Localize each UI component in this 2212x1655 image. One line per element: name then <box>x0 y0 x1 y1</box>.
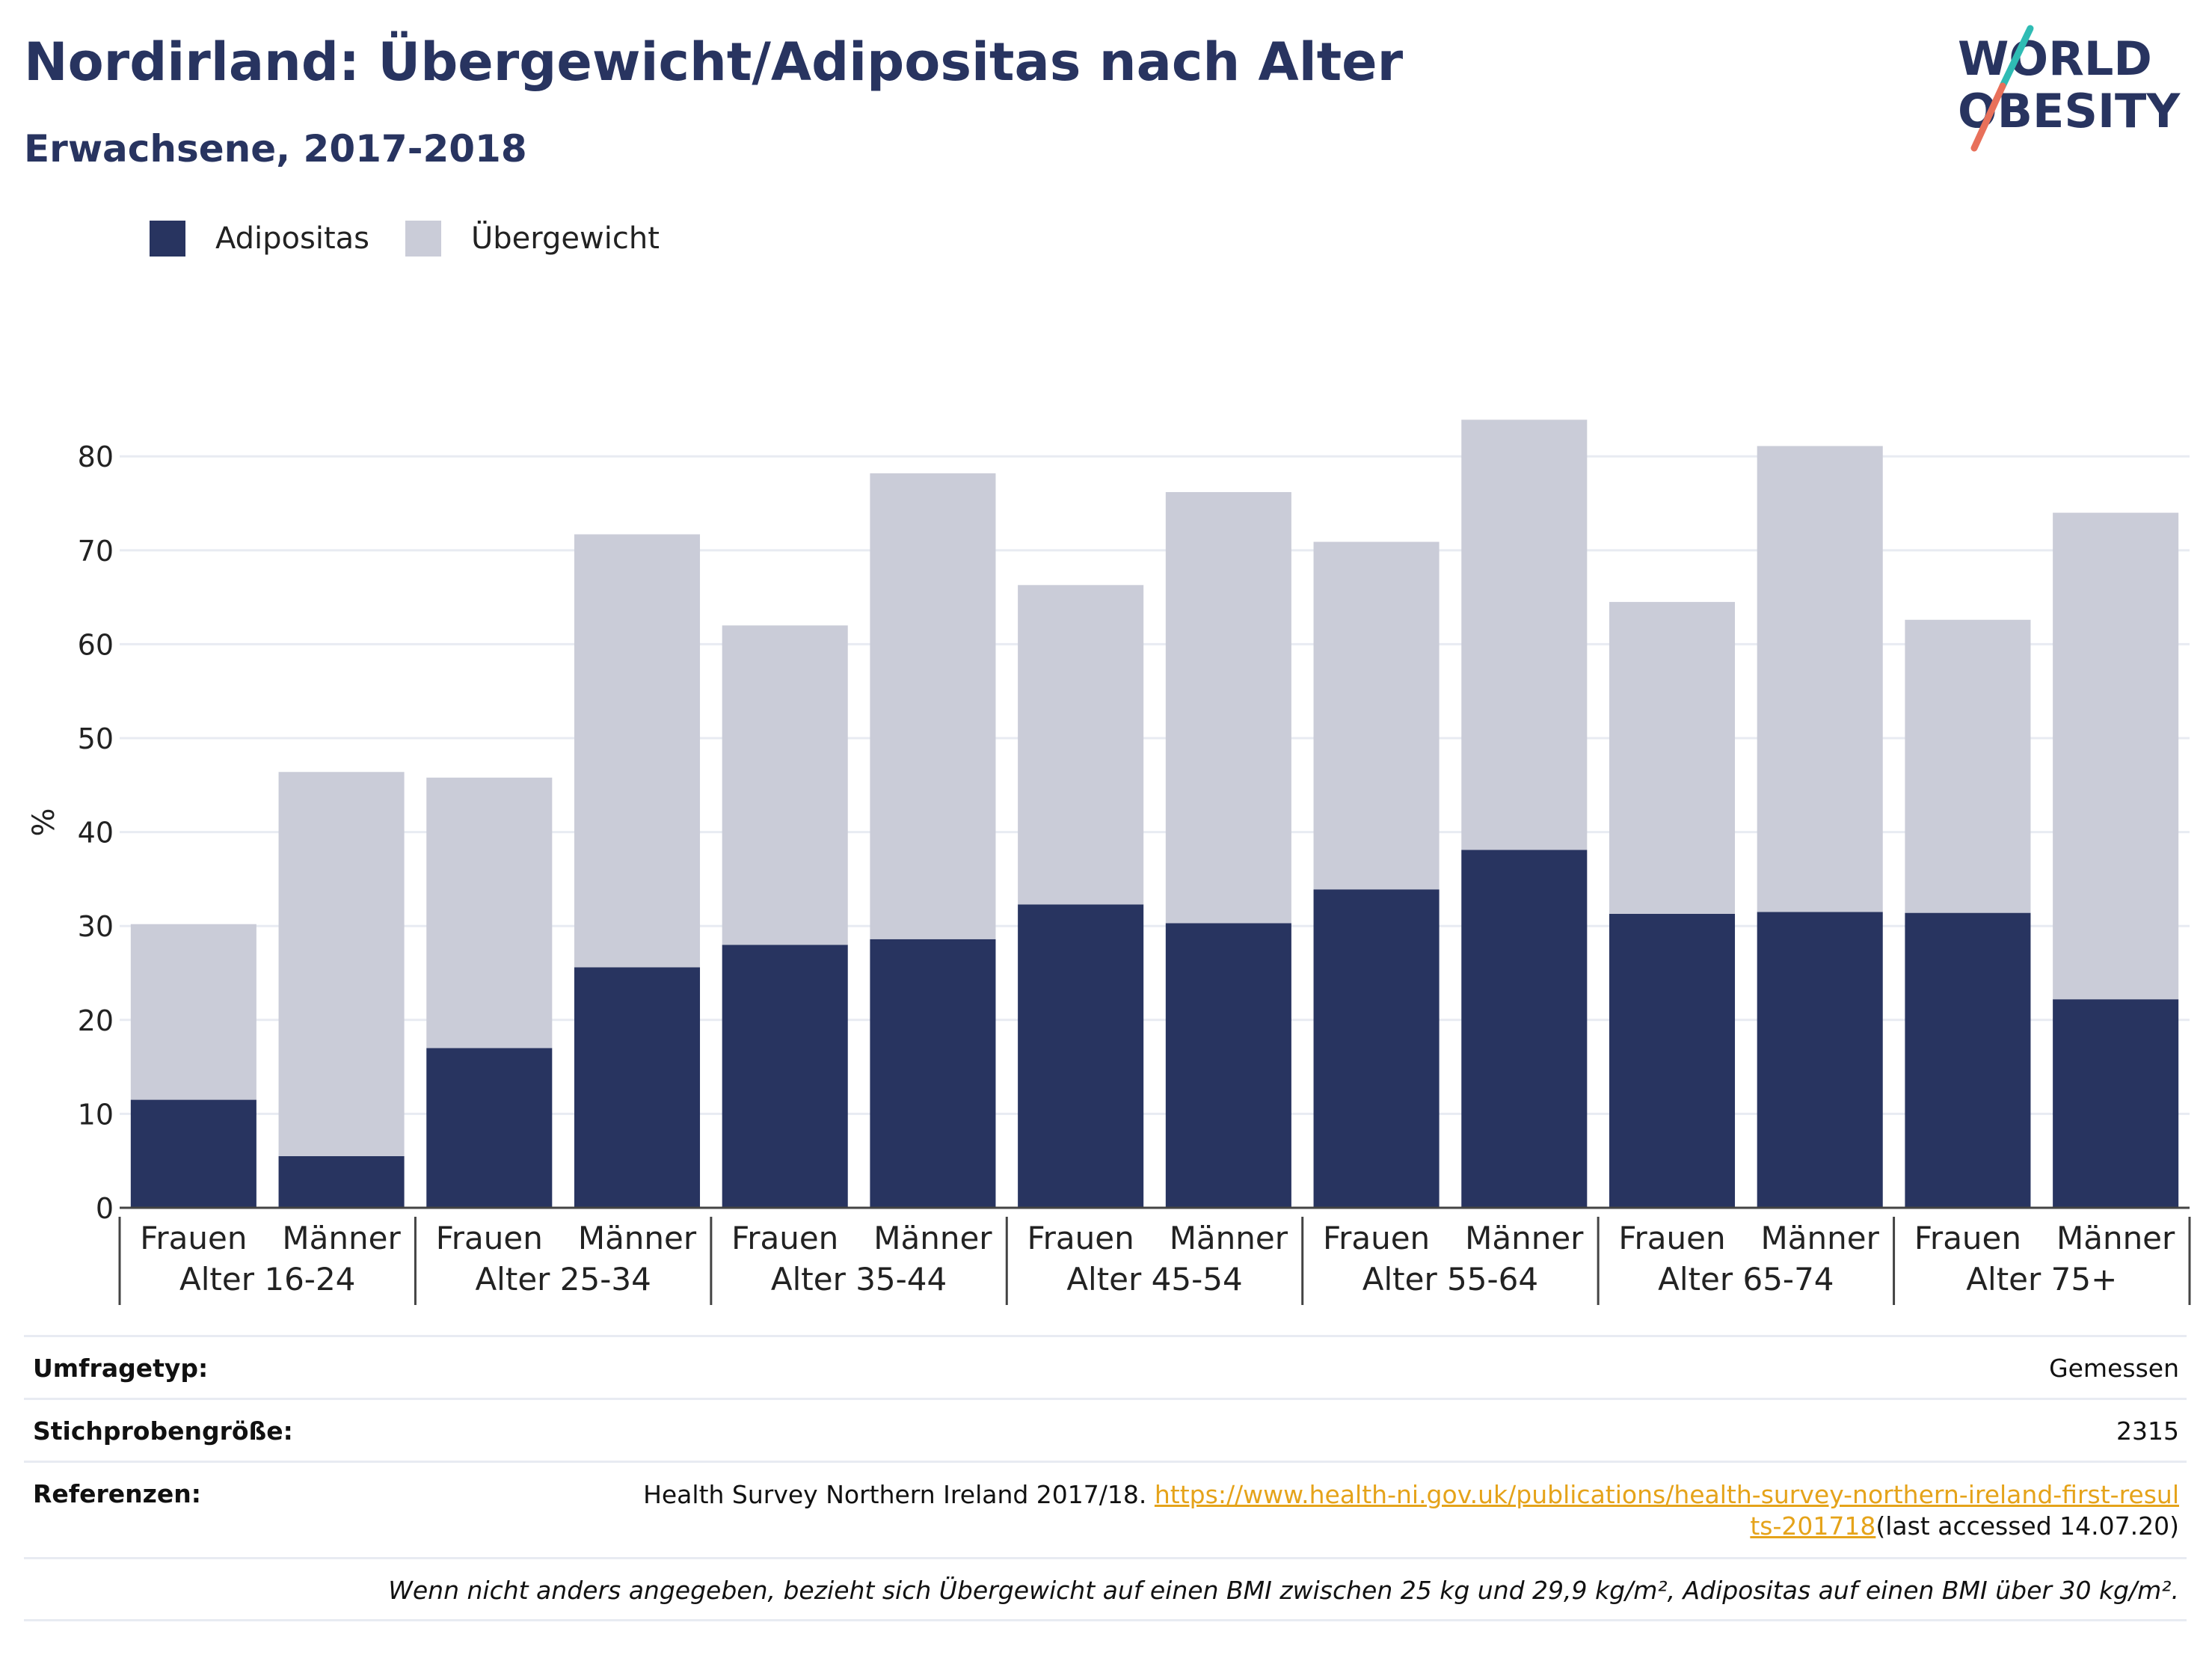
legend-item-overweight: Übergewicht <box>405 221 660 257</box>
bar-overweight <box>130 924 256 1100</box>
bar-overweight <box>1609 601 1736 914</box>
bar-overweight <box>1165 491 1291 924</box>
bar-obesity <box>1757 912 1883 1208</box>
legend: Adipositas Übergewicht <box>150 221 695 257</box>
bar-chart: 0 10 20 30 40 50 60 70 80% Frauen Männer Frauen Männ… <box>27 420 2191 1305</box>
logo-accent-teal <box>1999 25 2034 90</box>
x-group-label: Alter 25-34 <box>475 1261 651 1298</box>
y-tick-label: 60 <box>78 628 114 661</box>
bar-overweight <box>722 625 848 945</box>
y-tick-label: 30 <box>78 910 114 943</box>
survey-type-label: Umfragetyp: <box>33 1354 209 1383</box>
bar-overweight <box>1757 446 1883 912</box>
y-tick-label: 80 <box>78 440 114 473</box>
x-group-label: Alter 55-64 <box>1362 1261 1538 1298</box>
bar-overweight <box>1905 619 2031 913</box>
references-label: Referenzen: <box>33 1479 201 1508</box>
bar-obesity <box>1461 850 1588 1208</box>
sample-size-label: Stichprobengröße: <box>33 1416 293 1446</box>
bar-overweight <box>278 772 405 1156</box>
x-group-label: Alter 65-74 <box>1658 1261 1834 1298</box>
bar-obesity <box>722 945 848 1208</box>
legend-label-overweight: Übergewicht <box>471 221 660 256</box>
bar-overweight <box>574 534 701 968</box>
x-group-label: Alter 75+ <box>1966 1261 2117 1298</box>
bar-overweight <box>1018 585 1144 905</box>
chart-title: Nordirland: Übergewicht/Adipositas nach … <box>24 31 1404 93</box>
x-sub-label: Frauen <box>1618 1220 1725 1256</box>
bar-overweight <box>870 473 996 939</box>
reference-accessed: (last accessed 14.07.20) <box>1875 1511 2179 1541</box>
note-row: Wenn nicht anders angegeben, bezieht sic… <box>24 1557 2187 1621</box>
definition-note: Wenn nicht anders angegeben, bezieht sic… <box>388 1576 2179 1605</box>
sample-size-value: 2315 <box>2116 1416 2179 1446</box>
x-group-label: Alter 35-44 <box>771 1261 947 1298</box>
legend-label-obesity: Adipositas <box>215 221 370 256</box>
x-sub-label: Frauen <box>1323 1220 1430 1256</box>
x-sub-label: Frauen <box>140 1220 247 1256</box>
info-table: Umfragetyp: Gemessen Stichprobengröße: 2… <box>24 1335 2187 1621</box>
x-sub-label: Männer <box>1465 1220 1584 1256</box>
y-tick-label: 10 <box>78 1098 114 1131</box>
x-sub-label: Männer <box>873 1220 992 1256</box>
bar-overweight <box>1313 541 1440 890</box>
survey-type-row: Umfragetyp: Gemessen <box>24 1335 2187 1398</box>
y-tick-label: 40 <box>78 817 114 850</box>
references-value: Health Survey Northern Ireland 2017/18. … <box>639 1479 2179 1542</box>
x-sub-label: Männer <box>1170 1220 1288 1256</box>
bar-obesity <box>1165 923 1291 1208</box>
legend-swatch-overweight <box>405 221 442 257</box>
y-tick-label: 70 <box>78 535 114 568</box>
x-sub-label: Männer <box>2056 1220 2175 1256</box>
y-tick-label: 0 <box>96 1192 114 1225</box>
x-sub-label: Männer <box>1761 1220 1880 1256</box>
legend-swatch-obesity <box>150 221 185 257</box>
bar-obesity <box>1313 889 1440 1208</box>
bar-obesity <box>870 939 996 1208</box>
y-tick-label: 50 <box>78 722 114 755</box>
bar-obesity <box>574 967 701 1208</box>
bar-obesity <box>426 1048 553 1208</box>
x-sub-label: Frauen <box>1914 1220 2021 1256</box>
x-sub-label: Frauen <box>731 1220 838 1256</box>
logo-line1: WORLD <box>1958 31 2152 86</box>
survey-type-value: Gemessen <box>2049 1354 2179 1383</box>
reference-link[interactable]: https://www.health-ni.gov.uk/publication… <box>1154 1480 2179 1541</box>
x-sub-label: Männer <box>578 1220 697 1256</box>
y-axis-title: % <box>27 808 61 836</box>
logo-line2: OBESITY <box>1958 84 2181 138</box>
x-sub-label: Frauen <box>436 1220 543 1256</box>
bar-obesity <box>1018 904 1144 1208</box>
legend-item-obesity: Adipositas <box>150 221 369 257</box>
bar-overweight <box>2053 512 2179 1000</box>
x-sub-label: Männer <box>282 1220 401 1256</box>
sample-size-row: Stichprobengröße: 2315 <box>24 1398 2187 1461</box>
world-obesity-logo: WORLD OBESITY <box>1958 25 2181 152</box>
bar-obesity <box>278 1155 405 1208</box>
reference-text: Health Survey Northern Ireland 2017/18. <box>643 1480 1155 1509</box>
bar-overweight <box>1461 420 1588 850</box>
bar-obesity <box>1905 912 2031 1208</box>
bar-obesity <box>1609 913 1736 1208</box>
x-sub-label: Frauen <box>1027 1220 1134 1256</box>
chart-subtitle: Erwachsene, 2017-2018 <box>24 127 527 171</box>
bar-obesity <box>130 1099 256 1208</box>
logo-accent-coral <box>1970 82 2006 152</box>
x-group-label: Alter 45-54 <box>1066 1261 1242 1298</box>
bar-overweight <box>426 777 553 1048</box>
x-group-label: Alter 16-24 <box>179 1261 355 1298</box>
y-tick-label: 20 <box>78 1004 114 1037</box>
references-row: Referenzen: Health Survey Northern Irela… <box>24 1461 2187 1557</box>
bar-obesity <box>2053 999 2179 1208</box>
